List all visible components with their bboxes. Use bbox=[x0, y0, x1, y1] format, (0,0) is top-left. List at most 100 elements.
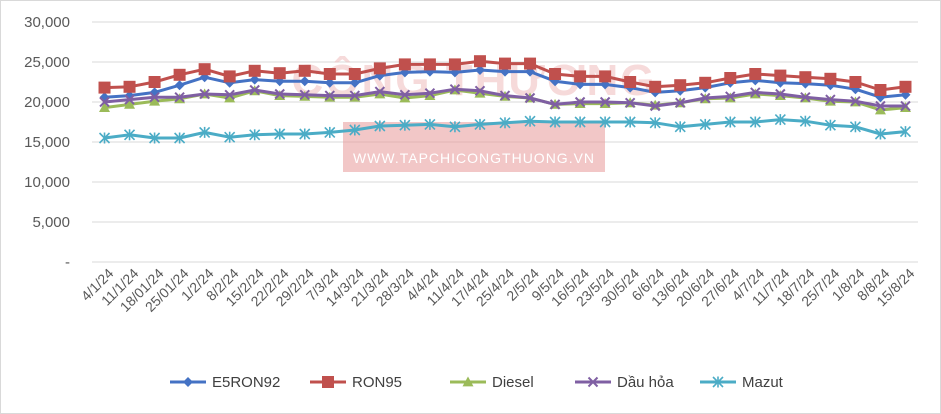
marker-square bbox=[824, 72, 837, 85]
marker-x bbox=[374, 86, 386, 97]
marker-triangle bbox=[462, 376, 474, 387]
marker-x-stroke bbox=[549, 99, 561, 110]
watermark-url: WWW.TAPCHICONGTHUONG.VN bbox=[353, 150, 595, 166]
marker-square bbox=[423, 58, 436, 71]
marker-triangle bbox=[374, 88, 386, 99]
marker-star bbox=[324, 126, 336, 138]
marker-diamond bbox=[183, 377, 193, 387]
marker-x-stroke bbox=[675, 97, 686, 109]
series-dầu-hỏa bbox=[99, 83, 911, 112]
marker-star bbox=[674, 121, 686, 133]
marker-x-stroke bbox=[624, 97, 636, 109]
marker-star bbox=[874, 128, 887, 140]
marker-star bbox=[199, 126, 211, 138]
marker-x bbox=[349, 90, 361, 101]
marker-square bbox=[98, 81, 111, 94]
legend: E5RON92 RON95 Diesel Dầu hỏa Mazut bbox=[170, 374, 784, 391]
marker-x-stroke bbox=[174, 91, 185, 103]
y-tick-label: 25,000 bbox=[24, 54, 70, 71]
marker-x bbox=[324, 90, 335, 101]
marker-x-stroke bbox=[574, 96, 586, 108]
marker-x bbox=[675, 97, 686, 109]
marker-x bbox=[825, 94, 836, 105]
marker-square bbox=[624, 76, 637, 88]
marker-x-stroke bbox=[700, 92, 711, 104]
marker-square bbox=[674, 79, 687, 92]
marker-x-stroke bbox=[449, 83, 461, 95]
marker-x-stroke bbox=[424, 87, 436, 99]
legend-item: Mazut bbox=[700, 374, 784, 391]
marker-diamond bbox=[249, 74, 260, 85]
marker-x-stroke bbox=[725, 91, 736, 102]
marker-x bbox=[624, 97, 636, 109]
marker-square bbox=[198, 63, 211, 76]
marker-x-stroke bbox=[299, 89, 310, 101]
marker-x bbox=[800, 91, 811, 103]
marker-star bbox=[699, 118, 711, 130]
marker-x bbox=[274, 88, 285, 100]
marker-star bbox=[499, 117, 511, 129]
marker-square bbox=[874, 84, 887, 96]
marker-x bbox=[750, 87, 761, 98]
marker-x-stroke bbox=[850, 95, 861, 107]
marker-diamond bbox=[299, 76, 310, 87]
marker-star bbox=[399, 119, 411, 131]
marker-star bbox=[224, 131, 236, 143]
marker-square bbox=[448, 58, 461, 71]
marker-x bbox=[499, 90, 511, 101]
marker-square bbox=[849, 76, 862, 88]
marker-x-stroke bbox=[374, 86, 386, 97]
marker-x bbox=[124, 94, 135, 105]
marker-triangle bbox=[99, 102, 111, 112]
marker-square bbox=[749, 68, 762, 80]
marker-x-stroke bbox=[875, 100, 886, 112]
marker-triangle bbox=[224, 92, 236, 103]
marker-x bbox=[524, 92, 536, 104]
legend-item: Dầu hỏa bbox=[575, 374, 674, 391]
marker-diamond bbox=[474, 65, 485, 75]
marker-x bbox=[700, 92, 711, 104]
marker-x bbox=[599, 96, 611, 108]
marker-x bbox=[399, 89, 411, 101]
marker-square bbox=[724, 72, 737, 84]
marker-star bbox=[799, 115, 811, 127]
marker-x bbox=[249, 84, 260, 96]
legend-label: Diesel bbox=[492, 374, 534, 391]
marker-x bbox=[174, 91, 185, 103]
marker-x-stroke bbox=[775, 88, 786, 100]
marker-star bbox=[712, 376, 724, 388]
marker-x bbox=[149, 91, 160, 103]
y-tick-label: 20,000 bbox=[24, 94, 70, 111]
marker-x-stroke bbox=[224, 89, 235, 101]
marker-square bbox=[173, 68, 186, 81]
marker-x-stroke bbox=[324, 90, 335, 101]
marker-x bbox=[549, 99, 561, 110]
marker-x-stroke bbox=[124, 94, 135, 105]
marker-star bbox=[524, 115, 536, 127]
marker-square bbox=[899, 80, 912, 93]
marker-x-stroke bbox=[199, 88, 210, 100]
marker-square bbox=[699, 76, 712, 89]
marker-x-stroke bbox=[800, 91, 811, 103]
marker-x-stroke bbox=[249, 84, 260, 96]
marker-x bbox=[449, 83, 461, 95]
marker-square bbox=[799, 71, 812, 84]
series-lines bbox=[98, 55, 912, 144]
legend-label: Dầu hỏa bbox=[617, 374, 674, 391]
marker-x-stroke bbox=[399, 89, 411, 101]
marker-star bbox=[774, 114, 786, 126]
marker-star bbox=[549, 116, 561, 128]
marker-x-stroke bbox=[649, 100, 661, 112]
marker-square bbox=[273, 67, 286, 80]
marker-triangle bbox=[149, 95, 161, 106]
y-tick-label: 15,000 bbox=[24, 134, 70, 151]
marker-x bbox=[587, 376, 599, 388]
legend-label: E5RON92 bbox=[212, 374, 280, 391]
marker-x bbox=[574, 96, 586, 108]
marker-x-stroke bbox=[825, 94, 836, 105]
marker-star bbox=[824, 119, 836, 131]
legend-label: Mazut bbox=[742, 374, 784, 391]
marker-triangle bbox=[124, 98, 136, 109]
